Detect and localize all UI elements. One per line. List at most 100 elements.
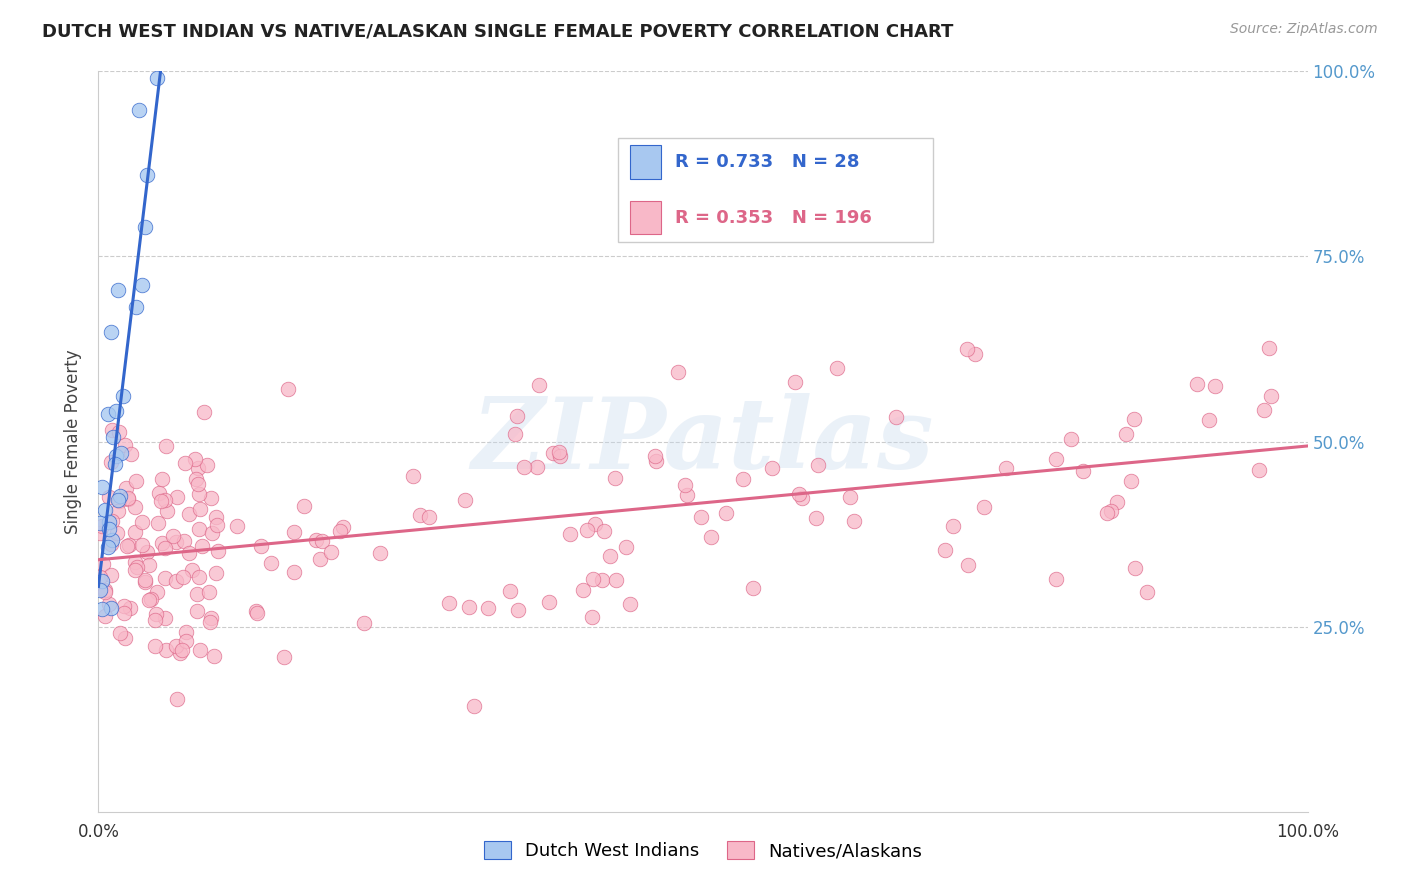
Point: [153, 541, 176, 556]
Point: [98, 522, 121, 536]
Point: [104, 457, 127, 471]
Point: [134, 573, 156, 587]
Point: [193, 405, 215, 419]
Point: [118, 538, 141, 552]
Point: [1123, 560, 1146, 574]
Point: [124, 500, 146, 515]
Point: [1099, 504, 1122, 518]
Point: [138, 593, 160, 607]
Point: [283, 524, 305, 539]
Point: [100, 601, 122, 615]
Point: [619, 597, 641, 611]
Point: [173, 534, 195, 549]
Point: [1136, 585, 1159, 599]
Point: [1045, 451, 1067, 466]
Point: [463, 699, 485, 714]
Point: [125, 475, 148, 489]
Point: [1107, 495, 1129, 509]
Point: [576, 523, 599, 537]
Point: [124, 563, 146, 577]
Point: [605, 471, 627, 485]
Point: [101, 430, 124, 444]
Point: [124, 555, 146, 569]
Point: [125, 559, 148, 574]
Point: [188, 643, 211, 657]
Point: [205, 517, 228, 532]
Point: [145, 607, 167, 621]
Point: [260, 557, 283, 571]
Point: [93, 503, 115, 517]
Legend: Dutch West Indians, Natives/Alaskans: Dutch West Indians, Natives/Alaskans: [475, 832, 931, 870]
Point: [174, 625, 197, 640]
Point: [283, 565, 305, 579]
Point: [117, 540, 139, 554]
Point: [733, 472, 755, 486]
Point: [90, 480, 112, 494]
Point: [844, 514, 866, 528]
Point: [101, 514, 124, 528]
Point: [526, 459, 548, 474]
Point: [527, 378, 550, 392]
Point: [558, 527, 581, 541]
Point: [100, 326, 122, 340]
Point: [994, 461, 1017, 475]
Point: [675, 488, 697, 502]
Point: [571, 583, 593, 598]
Point: [593, 524, 616, 538]
Point: [169, 646, 191, 660]
Point: [195, 458, 218, 473]
Point: [165, 534, 187, 549]
Point: [125, 301, 148, 315]
Point: [942, 519, 965, 533]
Point: [89, 516, 111, 531]
Point: [548, 449, 571, 463]
Point: [155, 643, 177, 657]
Point: [458, 600, 481, 615]
Point: [1045, 572, 1067, 586]
Point: [742, 581, 765, 595]
Point: [245, 604, 267, 618]
Point: [499, 584, 522, 599]
Point: [273, 650, 295, 665]
Point: [787, 487, 810, 501]
Point: [541, 446, 564, 460]
Point: [884, 409, 907, 424]
Point: [100, 568, 122, 582]
Point: [120, 447, 142, 461]
Point: [806, 511, 828, 525]
Point: [205, 566, 228, 580]
Point: [1119, 474, 1142, 488]
Point: [128, 103, 150, 117]
Point: [673, 478, 696, 492]
Point: [150, 493, 173, 508]
Point: [97, 407, 120, 421]
Point: [134, 220, 156, 235]
Point: [104, 449, 127, 463]
Point: [1115, 427, 1137, 442]
Point: [107, 283, 129, 297]
Point: [204, 510, 226, 524]
Point: [184, 452, 207, 467]
Point: [89, 525, 111, 540]
Point: [190, 539, 212, 553]
Point: [108, 425, 131, 439]
Point: [1060, 432, 1083, 446]
Point: [1095, 506, 1118, 520]
Point: [101, 423, 124, 437]
Point: [131, 515, 153, 529]
Point: [1260, 389, 1282, 403]
Point: [172, 570, 194, 584]
Point: [437, 596, 460, 610]
Point: [155, 440, 177, 454]
Point: [582, 572, 605, 586]
Point: [174, 633, 197, 648]
Point: [108, 625, 131, 640]
Point: [305, 533, 328, 547]
Point: [89, 570, 111, 584]
Point: [105, 526, 128, 541]
Point: [477, 600, 499, 615]
Point: [153, 571, 176, 585]
Point: [200, 491, 222, 505]
Point: [198, 585, 221, 599]
Point: [825, 360, 848, 375]
